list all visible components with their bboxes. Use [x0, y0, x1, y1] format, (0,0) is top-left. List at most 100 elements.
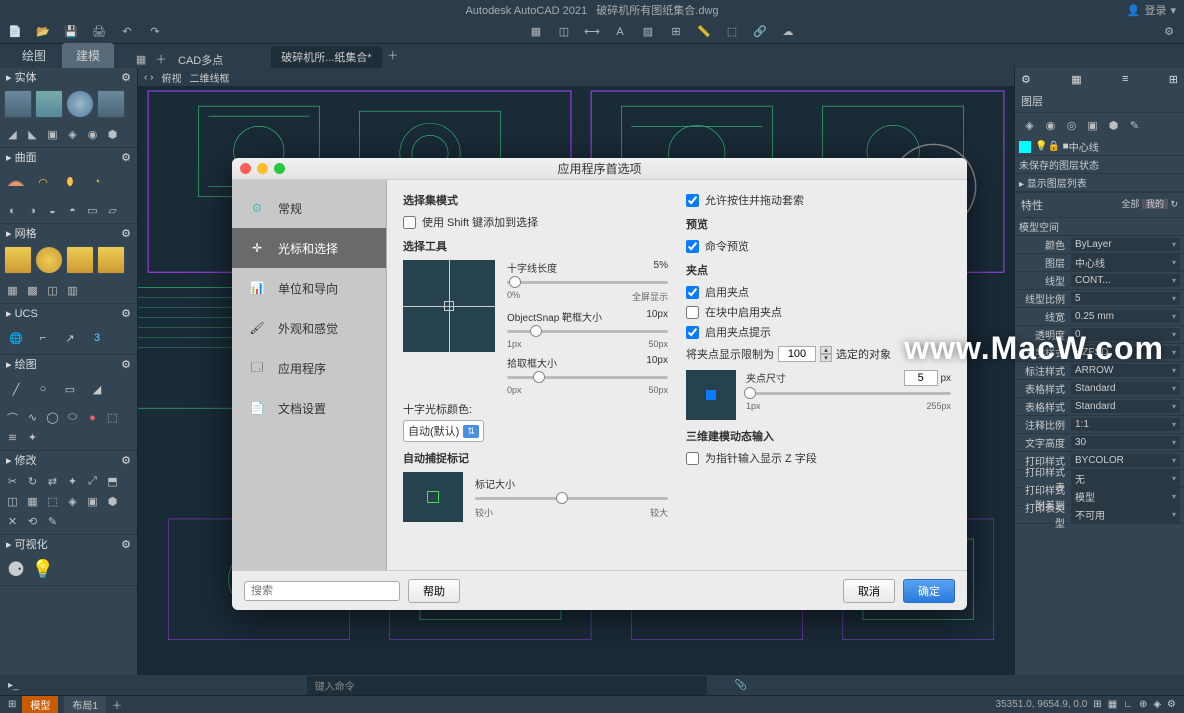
- side-cursor[interactable]: ✛光标和选择: [232, 228, 386, 268]
- group-icon[interactable]: ⬚: [723, 23, 741, 41]
- lt1[interactable]: ◈: [1021, 117, 1038, 134]
- lt4[interactable]: ▣: [1084, 117, 1101, 134]
- prop-row[interactable]: 线宽0.25 mm: [1015, 308, 1184, 326]
- panel-surface[interactable]: ▸ 曲面⚙: [0, 148, 137, 166]
- cad-multi[interactable]: CAD多点: [172, 52, 229, 68]
- prop-row[interactable]: 标注样式ARROW: [1015, 362, 1184, 380]
- panel-viz[interactable]: ▸ 可视化⚙: [0, 535, 137, 553]
- mod5[interactable]: ⤢: [84, 473, 101, 490]
- text-icon[interactable]: A: [611, 23, 629, 41]
- mod3[interactable]: ⇄: [44, 473, 61, 490]
- spin-down[interactable]: ▾: [820, 354, 832, 362]
- mod11[interactable]: ▣: [84, 493, 101, 510]
- dr-s3[interactable]: ◯: [44, 409, 61, 426]
- mod13[interactable]: ✕: [4, 513, 21, 530]
- surf1[interactable]: [4, 170, 28, 194]
- grip-block-check[interactable]: 在块中启用夹点: [686, 304, 951, 320]
- panel-draw[interactable]: ▸ 绘图⚙: [0, 355, 137, 373]
- circle-tool[interactable]: ○: [31, 377, 55, 401]
- command-input[interactable]: 键入命令: [307, 676, 707, 695]
- dr-s8[interactable]: ✦: [24, 429, 41, 446]
- tool-s3[interactable]: ▣: [44, 126, 61, 143]
- xref-icon[interactable]: 🔗: [751, 23, 769, 41]
- dr-s2[interactable]: ∿: [24, 409, 41, 426]
- table-icon[interactable]: ⊞: [667, 23, 685, 41]
- lt2[interactable]: ◉: [1042, 117, 1059, 134]
- panel-solid[interactable]: ▸ 实体⚙: [0, 68, 137, 86]
- sf-s1[interactable]: ◐: [4, 202, 21, 219]
- view-tab-wire[interactable]: 二维线框: [189, 70, 229, 85]
- cmd-icon[interactable]: ▸_: [8, 680, 19, 691]
- tool-s4[interactable]: ◈: [64, 126, 81, 143]
- layout-tab[interactable]: 布局1: [64, 696, 106, 713]
- panel-mesh[interactable]: ▸ 网格⚙: [0, 224, 137, 242]
- tab-draw[interactable]: 绘图: [8, 43, 60, 68]
- sphere-tool[interactable]: [66, 90, 94, 118]
- grip-tip-check[interactable]: 启用夹点提示: [686, 324, 951, 340]
- line-tool[interactable]: ╱: [4, 377, 28, 401]
- mod9[interactable]: ⬚: [44, 493, 61, 510]
- mod2[interactable]: ↻: [24, 473, 41, 490]
- mod4[interactable]: ✦: [64, 473, 81, 490]
- crosshair-slider[interactable]: [507, 281, 668, 284]
- objsnap-slider[interactable]: [507, 330, 668, 333]
- dr-s7[interactable]: ≋: [4, 429, 21, 446]
- surf2[interactable]: ◠: [31, 170, 55, 194]
- add-doc-icon[interactable]: ＋: [384, 46, 402, 64]
- ucs4[interactable]: 3: [85, 326, 109, 350]
- ms-s4[interactable]: ▥: [64, 282, 81, 299]
- add-layout[interactable]: ＋: [112, 697, 122, 712]
- tab-model[interactable]: 建模: [62, 43, 114, 68]
- prop-row[interactable]: 表格样式Standard: [1015, 380, 1184, 398]
- side-appearance[interactable]: 🖌外观和感觉: [232, 308, 386, 348]
- dr-s4[interactable]: ⬭: [64, 409, 81, 426]
- sb2[interactable]: ▦: [1108, 699, 1117, 710]
- cancel-button[interactable]: 取消: [843, 579, 895, 603]
- side-general[interactable]: ⚙常规: [232, 188, 386, 228]
- grid-icon[interactable]: ▦: [132, 50, 150, 68]
- current-layer-row[interactable]: 💡🔒 ■ 中心线: [1015, 138, 1184, 156]
- mod14[interactable]: ⟲: [24, 513, 41, 530]
- save-icon[interactable]: 💾: [62, 23, 80, 41]
- viz1[interactable]: ⚈: [4, 557, 28, 581]
- view-tab-top[interactable]: 俯视: [161, 70, 181, 85]
- ms-s2[interactable]: ▩: [24, 282, 41, 299]
- mod8[interactable]: ▦: [24, 493, 41, 510]
- mod7[interactable]: ◫: [4, 493, 21, 510]
- prop-row[interactable]: 表格样式Standard: [1015, 398, 1184, 416]
- sf-s6[interactable]: ▱: [104, 202, 121, 219]
- redo-icon[interactable]: ↷: [146, 23, 164, 41]
- marksize-slider[interactable]: [475, 497, 668, 500]
- shift-add-check[interactable]: 使用 Shift 键添加到选择: [403, 214, 668, 230]
- prop-row[interactable]: 打印表类型不可用: [1015, 506, 1184, 524]
- dr-s5[interactable]: ●: [84, 409, 101, 426]
- grip-enable-check[interactable]: 启用夹点: [686, 284, 951, 300]
- side-units[interactable]: 📊单位和导向: [232, 268, 386, 308]
- model-space-row[interactable]: 模型空间: [1015, 218, 1184, 236]
- sb1[interactable]: ⊞: [1093, 699, 1101, 710]
- side-app[interactable]: 🗔应用程序: [232, 348, 386, 388]
- sf-s5[interactable]: ▭: [84, 202, 101, 219]
- prop-row[interactable]: 文字样式HZFSD: [1015, 344, 1184, 362]
- gripsize-slider[interactable]: [746, 392, 951, 395]
- dr-s6[interactable]: ⬚: [104, 409, 121, 426]
- dim-icon[interactable]: ⟷: [583, 23, 601, 41]
- lt3[interactable]: ◎: [1063, 117, 1080, 134]
- login-button[interactable]: 👤 登录 ▾: [1127, 2, 1176, 18]
- ok-button[interactable]: 确定: [903, 579, 955, 603]
- zoom-icon[interactable]: [274, 163, 285, 174]
- surf3[interactable]: ⬮: [58, 170, 82, 194]
- rtab1[interactable]: ⚙: [1021, 73, 1031, 86]
- minimize-icon[interactable]: [257, 163, 268, 174]
- mod10[interactable]: ◈: [64, 493, 81, 510]
- sb4[interactable]: ⊕: [1139, 699, 1147, 710]
- block-icon[interactable]: ◫: [555, 23, 573, 41]
- mod6[interactable]: ⬒: [104, 473, 121, 490]
- measure-icon[interactable]: 📏: [695, 23, 713, 41]
- dyn3d-check[interactable]: 为指针输入显示 Z 字段: [686, 450, 951, 466]
- poly-tool[interactable]: ◢: [85, 377, 109, 401]
- tool-s5[interactable]: ◉: [84, 126, 101, 143]
- cmd-preview-check[interactable]: 命令预览: [686, 238, 951, 254]
- mesh3[interactable]: [66, 246, 94, 274]
- undo-icon[interactable]: ↶: [118, 23, 136, 41]
